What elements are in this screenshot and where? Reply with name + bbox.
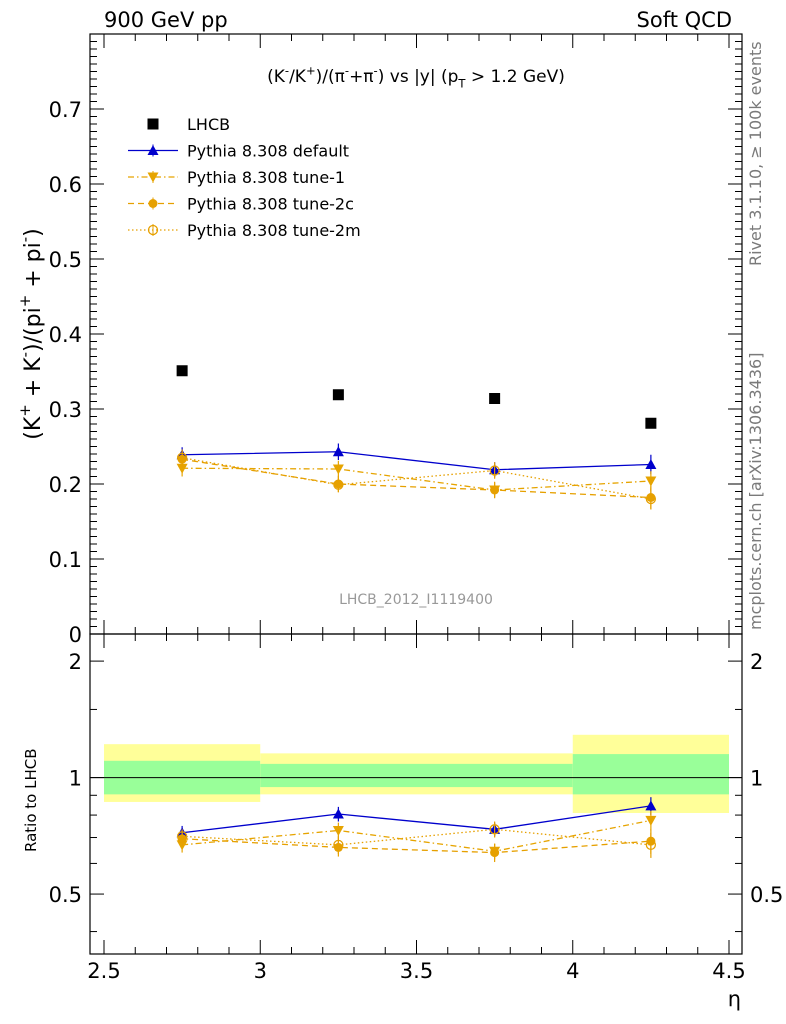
main-y-axis-label-part: + K [21, 357, 46, 404]
ratio-band-inner [260, 763, 573, 788]
ratio-point-0 [645, 800, 657, 811]
main-series-line-3 [182, 458, 651, 499]
chart-title-part: > 1.2 GeV) [465, 67, 564, 87]
ratio-point-1 [332, 825, 344, 836]
chart-title-part: )/(π [316, 67, 345, 87]
main-point-0 [332, 389, 344, 401]
chart-title-part: + [306, 63, 316, 77]
main-y-tick-label: 0.6 [49, 173, 82, 197]
legend-label-0: LHCB [187, 115, 230, 134]
ratio-y-tick-label: 1 [69, 767, 82, 791]
main-y-axis-label-part: - [16, 352, 34, 357]
header-right-label: Soft QCD [636, 8, 732, 32]
chart-title-part: (K [267, 67, 286, 87]
ratio-y-tick-label-right: 2 [750, 650, 763, 674]
main-point-0 [645, 417, 657, 429]
main-point-0 [489, 393, 501, 404]
main-y-tick-label: 0 [69, 623, 82, 647]
ratio-series-line-0 [182, 805, 651, 834]
ratio-point-2 [490, 848, 500, 858]
x-tick-label: 4.5 [712, 959, 745, 983]
main-y-tick-label: 0.3 [49, 398, 82, 422]
chart-title: (K-/K+)/(π-+π-) vs |y| (pT > 1.2 GeV) [267, 63, 565, 90]
main-point-2 [645, 476, 657, 487]
main-series-line-2 [182, 467, 651, 491]
main-y-tick-label: 0.1 [49, 548, 82, 572]
ratio-point-1 [645, 815, 657, 826]
x-tick-label: 3 [254, 959, 267, 983]
main-y-tick-label: 0.5 [49, 248, 82, 272]
chart-title-part: - [345, 63, 349, 77]
ratio-y-tick-label: 0.5 [49, 883, 82, 907]
main-point-3 [490, 485, 500, 495]
x-tick-label: 3.5 [400, 959, 433, 983]
legend-marker-0 [147, 118, 159, 130]
ratio-y-tick-label-right: 0.5 [750, 883, 783, 907]
main-point-4 [645, 493, 657, 505]
legend-marker-3 [148, 199, 158, 208]
main-point-4 [489, 465, 500, 476]
ratio-y-tick-label: 2 [69, 650, 82, 674]
main-series-line-1 [182, 451, 651, 471]
main-point-1 [332, 446, 344, 457]
ratio-point-3 [176, 831, 188, 842]
main-y-axis-label-part: - [16, 237, 34, 242]
chart-title-part: ) vs |y| (p [378, 67, 459, 87]
main-y-tick-label: 0.7 [49, 98, 82, 122]
legend-marker-4 [147, 224, 159, 236]
x-axis-label: η [728, 987, 741, 1011]
legend-label-2: Pythia 8.308 tune-1 [187, 168, 345, 187]
main-y-axis-label-part: + pi [21, 242, 46, 295]
main-point-2 [176, 463, 188, 474]
ratio-y-tick-label-right: 1 [750, 767, 763, 791]
ratio-series-line-2 [182, 838, 651, 854]
chart-title-part: - [285, 63, 289, 77]
main-y-axis-label-part: (K [21, 416, 46, 440]
main-point-2 [332, 464, 344, 475]
main-y-tick-label: 0.2 [49, 473, 82, 497]
chart-title-part: /K [289, 67, 307, 87]
ratio-point-3 [333, 839, 344, 851]
ratio-point-0 [332, 808, 344, 819]
main-y-axis-label-part: )/(pi [21, 307, 46, 352]
main-y-axis-label-part: ) [21, 228, 46, 237]
ratio-series-line-3 [182, 828, 651, 846]
x-tick-label: 2.5 [87, 959, 120, 983]
legend-label-4: Pythia 8.308 tune-2m [187, 221, 361, 240]
legend-marker-1 [147, 145, 159, 155]
legend-label-3: Pythia 8.308 tune-2c [187, 195, 354, 214]
main-point-4 [176, 452, 188, 463]
main-y-tick-label: 0.4 [49, 323, 82, 347]
legend-marker-2 [147, 172, 159, 183]
main-y-axis-label-part: + [16, 295, 34, 308]
header-left-label: 900 GeV pp [104, 8, 228, 32]
ratio-band-inner [572, 754, 729, 795]
ratio-point-3 [645, 839, 657, 851]
analysis-watermark: LHCB_2012_I1119400 [339, 592, 493, 608]
chart-title-part: +π [349, 67, 373, 87]
main-series-line-4 [182, 457, 651, 500]
chart-title-part: T [457, 76, 466, 90]
main-y-axis-label: (K+ + K-)/(pi+ + pi-) [16, 228, 46, 440]
legend-label-1: Pythia 8.308 default [187, 142, 349, 161]
main-y-axis-label-part: + [16, 404, 34, 417]
ratio-point-3 [489, 824, 500, 835]
main-point-0 [176, 365, 188, 377]
main-point-4 [333, 479, 344, 490]
chart-title-part: - [374, 63, 378, 77]
x-tick-label: 4 [566, 959, 579, 983]
main-point-1 [645, 459, 657, 469]
ratio-series-line-1 [182, 819, 652, 852]
